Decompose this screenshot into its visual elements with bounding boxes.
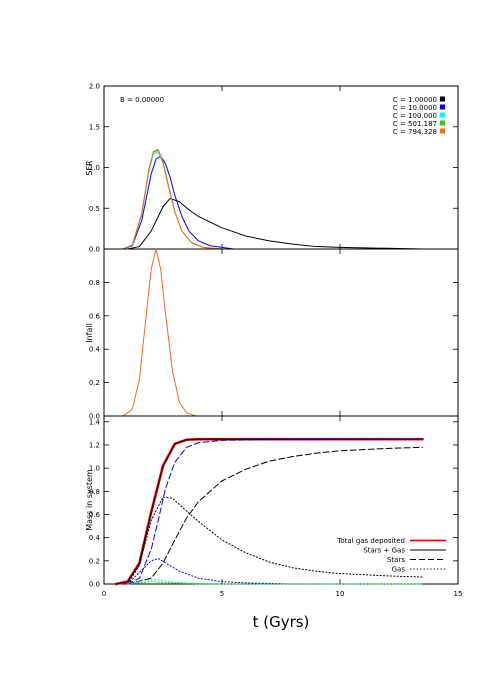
legend-label: Stars + Gas <box>363 547 405 555</box>
legend-swatch <box>440 96 445 102</box>
legend-label: Stars <box>387 556 405 564</box>
series-line <box>127 438 424 585</box>
y-tick-label: 0.8 <box>89 279 100 287</box>
y-tick-label: 1.0 <box>89 465 100 473</box>
panel-sfr: SFR B = 0.00000 0.0 0.5 1.0 1.5 2.0 C = 1.00… <box>85 83 459 254</box>
x-tick-label: 5 <box>220 590 224 598</box>
series-line <box>122 248 206 417</box>
panel-infall-frame <box>103 248 459 417</box>
y-tick-label: 0.8 <box>89 488 100 496</box>
legend-swatch <box>440 112 445 118</box>
panel-mass: Mass in system 0.00.20.40.60.81.01.21.4 … <box>85 415 459 589</box>
x-tick-label: 0 <box>102 590 106 598</box>
y-tick-label: 0.5 <box>89 205 100 213</box>
panel-infall: Infall 0.0 0.2 0.4 0.6 0.8 <box>85 248 459 421</box>
panel-infall-series <box>122 248 206 417</box>
y-tick-label: 0.0 <box>89 246 100 254</box>
panel-sfr-ticks: 0.0 0.5 1.0 1.5 2.0 <box>89 83 459 254</box>
series-line <box>127 558 424 585</box>
legend-label: C = 794.328 <box>393 128 437 136</box>
x-axis-ticks: 0 5 10 15 <box>102 590 463 598</box>
y-tick-label: 1.4 <box>89 418 101 426</box>
panel-mass-ticks: 0.0 0.2 0.4 0.6 0.8 1.0 1.2 1.4 <box>89 416 459 589</box>
panel-mass-series <box>114 437 424 586</box>
y-tick-label: 1.2 <box>89 441 100 449</box>
legend-label: Total gas deposited <box>336 537 405 545</box>
series-line <box>127 496 424 585</box>
legend-label: C = 100.000 <box>393 112 437 120</box>
legend-label: C = 10.0000 <box>393 104 437 112</box>
y-tick-label: 0.6 <box>89 511 101 519</box>
y-tick-label: 1.0 <box>89 164 100 172</box>
y-tick-label: 0.2 <box>89 557 100 565</box>
series-line <box>122 155 235 250</box>
y-tick-label: 0.0 <box>89 413 100 421</box>
series-line <box>122 149 223 250</box>
series-line <box>127 578 424 585</box>
panel-sfr-series <box>122 149 424 250</box>
y-tick-label: 2.0 <box>89 83 100 91</box>
legend-swatch <box>440 104 445 110</box>
legend-label: C = 1.00000 <box>393 96 437 104</box>
panel-sfr-annotation: B = 0.00000 <box>120 96 164 104</box>
series-line <box>127 197 424 250</box>
series-line <box>115 438 424 585</box>
x-axis-label: t (Gyrs) <box>253 613 310 631</box>
y-tick-label: 0.6 <box>89 312 101 320</box>
y-tick-label: 0.2 <box>89 379 100 387</box>
legend-label: Gas <box>392 566 406 574</box>
legend-swatch <box>440 120 445 126</box>
panel-sfr-ylabel: SFR <box>85 160 94 176</box>
legend-swatch <box>440 128 445 134</box>
legend-label: C = 501.187 <box>393 120 437 128</box>
x-tick-label: 10 <box>336 590 345 598</box>
x-tick-label: 15 <box>454 590 463 598</box>
y-tick-label: 0.4 <box>89 534 101 542</box>
y-tick-label: 1.5 <box>89 123 100 131</box>
series-line <box>127 581 424 585</box>
y-tick-label: 0.0 <box>89 581 100 589</box>
panel-infall-ylabel: Infall <box>85 323 94 343</box>
y-tick-label: 0.4 <box>89 346 101 354</box>
panel-mass-ylabel: Mass in system <box>85 469 94 531</box>
series-line <box>127 446 424 585</box>
